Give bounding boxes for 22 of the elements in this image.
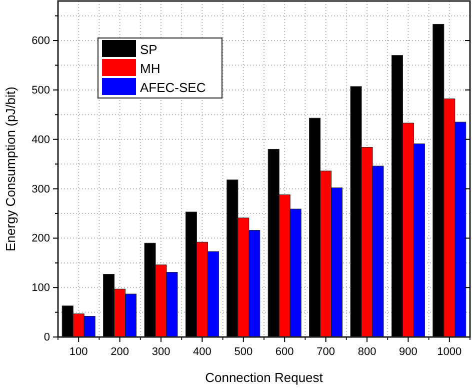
- y-tick-label: 400: [32, 134, 50, 146]
- y-tick-label: 200: [32, 232, 50, 245]
- y-axis-title: Energy Consumption (pJ/bit): [3, 86, 18, 252]
- x-tick-label: 200: [110, 346, 129, 358]
- x-tick-label: 800: [358, 346, 376, 358]
- x-tick-label: 1000: [437, 346, 462, 358]
- y-tick-label: 0: [44, 332, 50, 344]
- legend-label: SP: [140, 42, 158, 57]
- x-tick-label: 300: [152, 346, 170, 358]
- legend-label: AFEC-SEC: [140, 80, 206, 95]
- y-tick-label: 100: [32, 282, 50, 294]
- legend-label: MH: [140, 61, 160, 76]
- x-tick-label: 500: [234, 346, 253, 358]
- x-tick-label: 600: [275, 346, 294, 358]
- y-tick-label: 500: [32, 84, 50, 96]
- x-axis-title: Connection Request: [205, 370, 324, 385]
- x-tick-label: 100: [69, 346, 88, 358]
- y-tick-label: 600: [32, 35, 50, 48]
- x-tick-label: 900: [399, 346, 418, 358]
- x-tick-label: 400: [193, 346, 212, 358]
- x-tick-label: 700: [316, 346, 335, 358]
- y-tick-label: 300: [32, 183, 50, 196]
